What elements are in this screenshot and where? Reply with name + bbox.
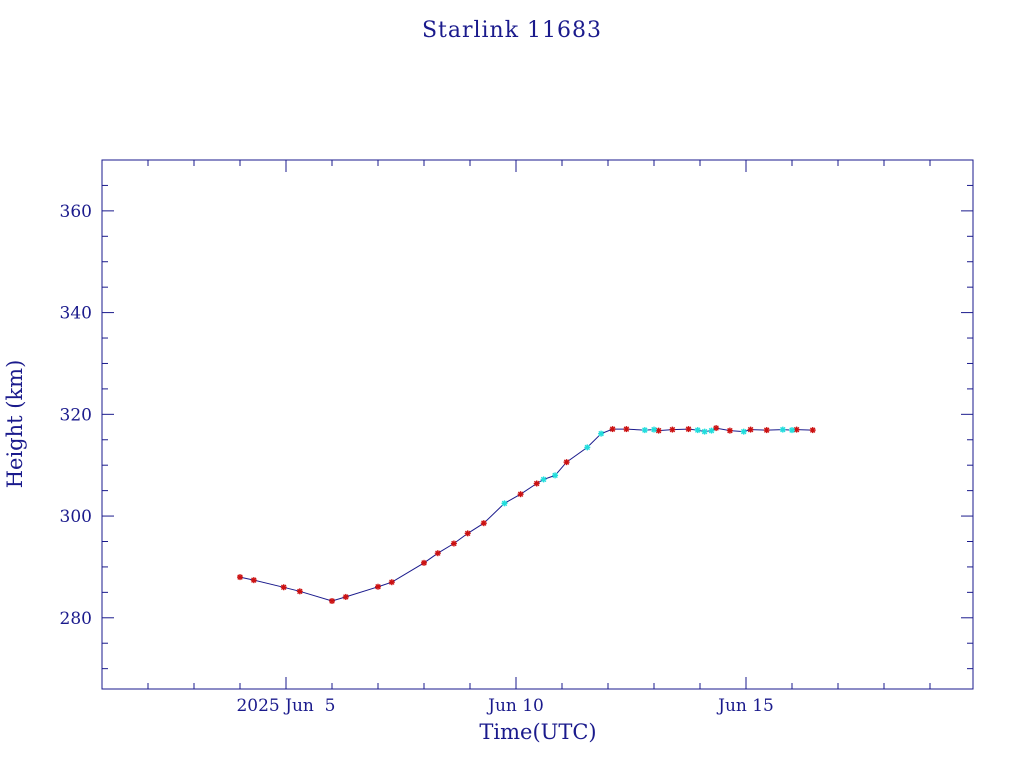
data-point [533, 480, 540, 487]
data-point [563, 459, 570, 466]
data-point-stroke [623, 426, 630, 432]
data-point-stroke [329, 598, 335, 604]
data-point [450, 540, 457, 547]
data-point-stroke [552, 472, 558, 479]
data-point-stroke [533, 480, 540, 487]
data-markers [237, 425, 816, 605]
data-point-stroke [237, 574, 243, 580]
data-point [250, 577, 257, 584]
data-point [598, 430, 605, 437]
y-axis-title: Height (km) [3, 360, 27, 489]
data-point-stroke [655, 427, 662, 434]
data-point [329, 598, 335, 605]
data-point [464, 530, 471, 537]
data-point-stroke [713, 425, 719, 431]
y-tick-label: 320 [60, 405, 92, 425]
data-point [517, 491, 524, 498]
chart-title: Starlink 11683 [422, 18, 602, 43]
data-point-stroke [651, 426, 657, 433]
data-point [609, 426, 616, 433]
x-axis-title: Time(UTC) [479, 720, 596, 744]
data-point [651, 426, 657, 433]
data-point-stroke [464, 530, 471, 537]
data-point [669, 426, 676, 433]
data-point-stroke [540, 476, 547, 483]
data-point [708, 427, 715, 434]
data-point [540, 476, 547, 483]
data-point-stroke [669, 426, 676, 433]
data-point [584, 444, 591, 451]
data-point-stroke [584, 444, 591, 451]
data-point-stroke [280, 584, 287, 591]
data-point [713, 425, 720, 432]
data-point-stroke [793, 426, 800, 433]
data-point-stroke [421, 560, 427, 566]
plot-frame [101, 159, 974, 690]
data-point [280, 584, 287, 591]
data-point [740, 428, 747, 435]
x-tick-label: 2025 Jun 5 [236, 696, 335, 716]
y-tick-label: 300 [60, 507, 92, 527]
y-tick-labels: 280 300 320 340 360 [60, 202, 92, 629]
data-point [701, 428, 708, 435]
data-point-stroke [435, 550, 441, 556]
data-point [694, 427, 701, 434]
data-point [655, 427, 662, 434]
data-point-stroke [297, 588, 303, 595]
x-tick-label: Jun 10 [486, 696, 544, 716]
data-point-stroke [598, 430, 604, 437]
data-point-stroke [694, 427, 701, 433]
data-point-stroke [343, 594, 349, 600]
data-point [296, 588, 303, 595]
data-point-stroke [375, 584, 381, 590]
data-point [388, 579, 395, 586]
data-point-stroke [727, 427, 733, 434]
data-point-stroke [789, 427, 795, 433]
data-point [342, 593, 349, 600]
data-point [434, 550, 441, 557]
data-point [501, 500, 508, 507]
data-point-stroke [451, 540, 457, 547]
data-point [793, 426, 800, 433]
data-point-stroke [501, 500, 508, 507]
data-point-stroke [780, 426, 786, 433]
x-tick-label: Jun 15 [716, 696, 774, 716]
data-point [480, 520, 487, 527]
data-point-stroke [747, 426, 754, 433]
axis-ticks [102, 160, 973, 689]
data-point [623, 426, 630, 433]
data-point [763, 427, 770, 434]
data-point-stroke [763, 427, 770, 433]
x-tick-labels: 2025 Jun 5 Jun 10 Jun 15 [236, 696, 773, 716]
data-point-stroke [609, 426, 616, 432]
y-tick-label: 340 [60, 304, 92, 324]
data-point-stroke [701, 428, 708, 435]
data-point-stroke [740, 428, 747, 435]
data-point [685, 426, 692, 433]
data-point-stroke [251, 577, 257, 583]
data-point-stroke [809, 427, 816, 433]
data-point-stroke [642, 427, 648, 433]
series-line [239, 427, 813, 602]
data-point-stroke [481, 520, 487, 526]
y-tick-label: 280 [60, 609, 92, 629]
data-point [375, 583, 381, 590]
data-point-stroke [517, 491, 524, 497]
data-point [421, 559, 427, 566]
data-point-stroke [563, 459, 570, 465]
data-point [779, 426, 786, 433]
data-point [726, 427, 733, 434]
data-point-stroke [685, 426, 692, 432]
data-point [809, 427, 816, 434]
data-point [552, 472, 559, 479]
data-point [747, 426, 754, 433]
data-point [641, 427, 648, 434]
y-tick-label: 360 [60, 202, 92, 222]
data-point [789, 427, 795, 434]
data-point-stroke [389, 579, 395, 585]
data-point [237, 574, 243, 581]
data-point-stroke [708, 427, 715, 434]
